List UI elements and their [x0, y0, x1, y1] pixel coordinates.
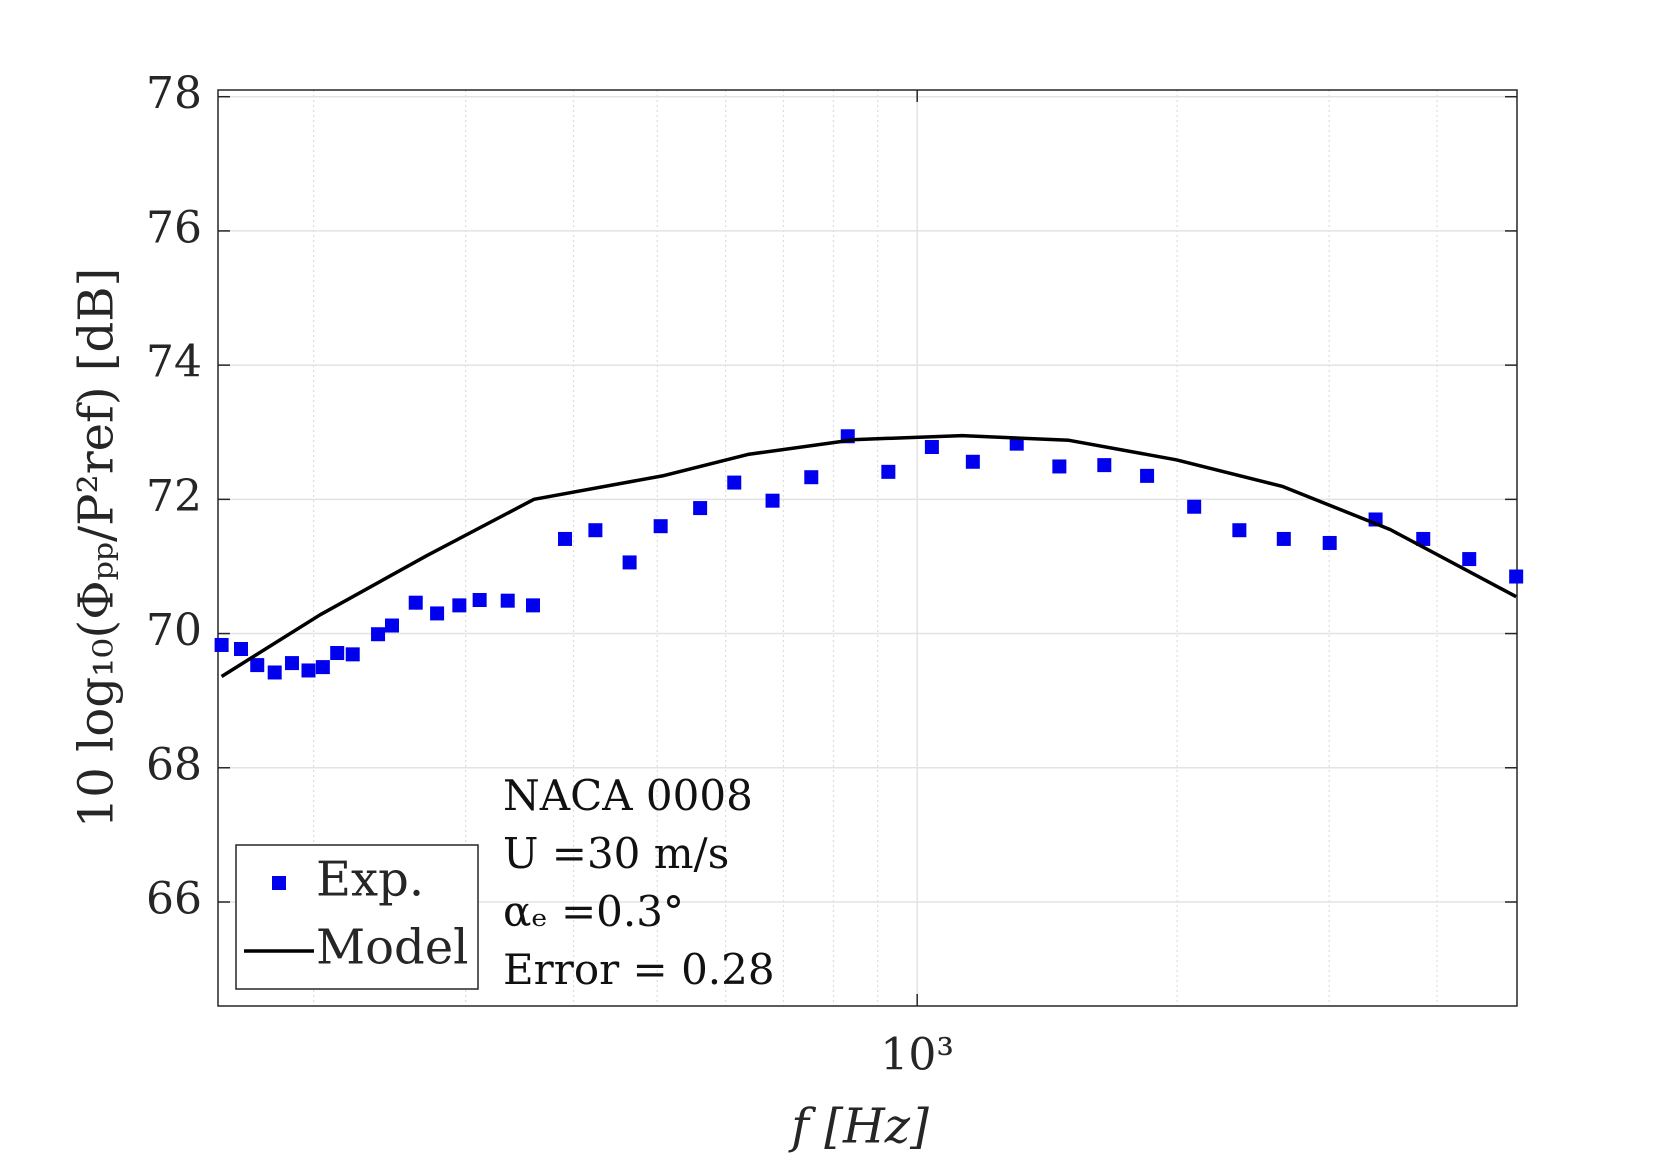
exp-point [693, 501, 708, 516]
exp-point [384, 618, 399, 633]
exp-point [214, 637, 229, 652]
exp-point [430, 606, 445, 621]
y-tick-label: 78 [146, 68, 202, 119]
annotation: U =30 m/s [503, 829, 729, 878]
y-tick-label: 68 [146, 739, 202, 790]
legend-label: Exp. [316, 852, 424, 908]
exp-point [525, 598, 540, 613]
exp-point [233, 641, 248, 656]
exp-point [588, 523, 603, 538]
exp-point [622, 555, 637, 570]
exp-point [345, 647, 360, 662]
exp-point [301, 663, 316, 678]
annotation: Error = 0.28 [503, 945, 775, 994]
exp-point [1140, 468, 1155, 483]
y-tick-label: 66 [146, 873, 202, 924]
exp-point [1097, 458, 1112, 473]
legend-label: Model [316, 920, 469, 976]
exp-point [500, 593, 515, 608]
exp-point [804, 470, 819, 485]
annotation: NACA 0008 [503, 771, 753, 820]
exp-point [408, 595, 423, 610]
exp-point [727, 475, 742, 490]
exp-point [1187, 499, 1202, 514]
exp-point [765, 493, 780, 508]
exp-point [1009, 436, 1024, 451]
exp-point [1052, 459, 1067, 474]
legend-box [235, 844, 479, 990]
exp-point [284, 656, 299, 671]
model-line [220, 433, 1518, 678]
exp-point [1416, 531, 1431, 546]
exp-point [558, 531, 573, 546]
exp-point [653, 519, 668, 534]
annotation: αₑ =0.3° [503, 887, 684, 936]
exp-point [1322, 535, 1337, 550]
exp-point [965, 454, 980, 469]
legend-marker [272, 876, 286, 890]
y-tick-label: 72 [146, 471, 202, 522]
y-tick-label: 74 [146, 337, 202, 388]
y-tick-label: 70 [146, 605, 202, 656]
exp-point [472, 593, 487, 608]
exp-point [452, 598, 467, 613]
exp-point [1276, 531, 1291, 546]
x-axis-label: f [Hz] [788, 1099, 929, 1155]
exp-point [250, 658, 265, 673]
plot-frame [217, 89, 1518, 1007]
y-axis-label: 10 log₁₀(Φₚₚ/P²ref) [dB] [69, 268, 125, 829]
exp-point [371, 627, 386, 642]
exp-point [1509, 569, 1524, 584]
exp-point [1232, 523, 1247, 538]
exp-point [881, 464, 896, 479]
exp-point [267, 665, 282, 680]
y-tick-label: 76 [146, 202, 202, 253]
exp-point [1462, 552, 1477, 567]
x-tick-label: 10³ [880, 1030, 954, 1081]
exp-point [315, 660, 330, 675]
exp-point [330, 646, 345, 661]
exp-point [924, 440, 939, 455]
